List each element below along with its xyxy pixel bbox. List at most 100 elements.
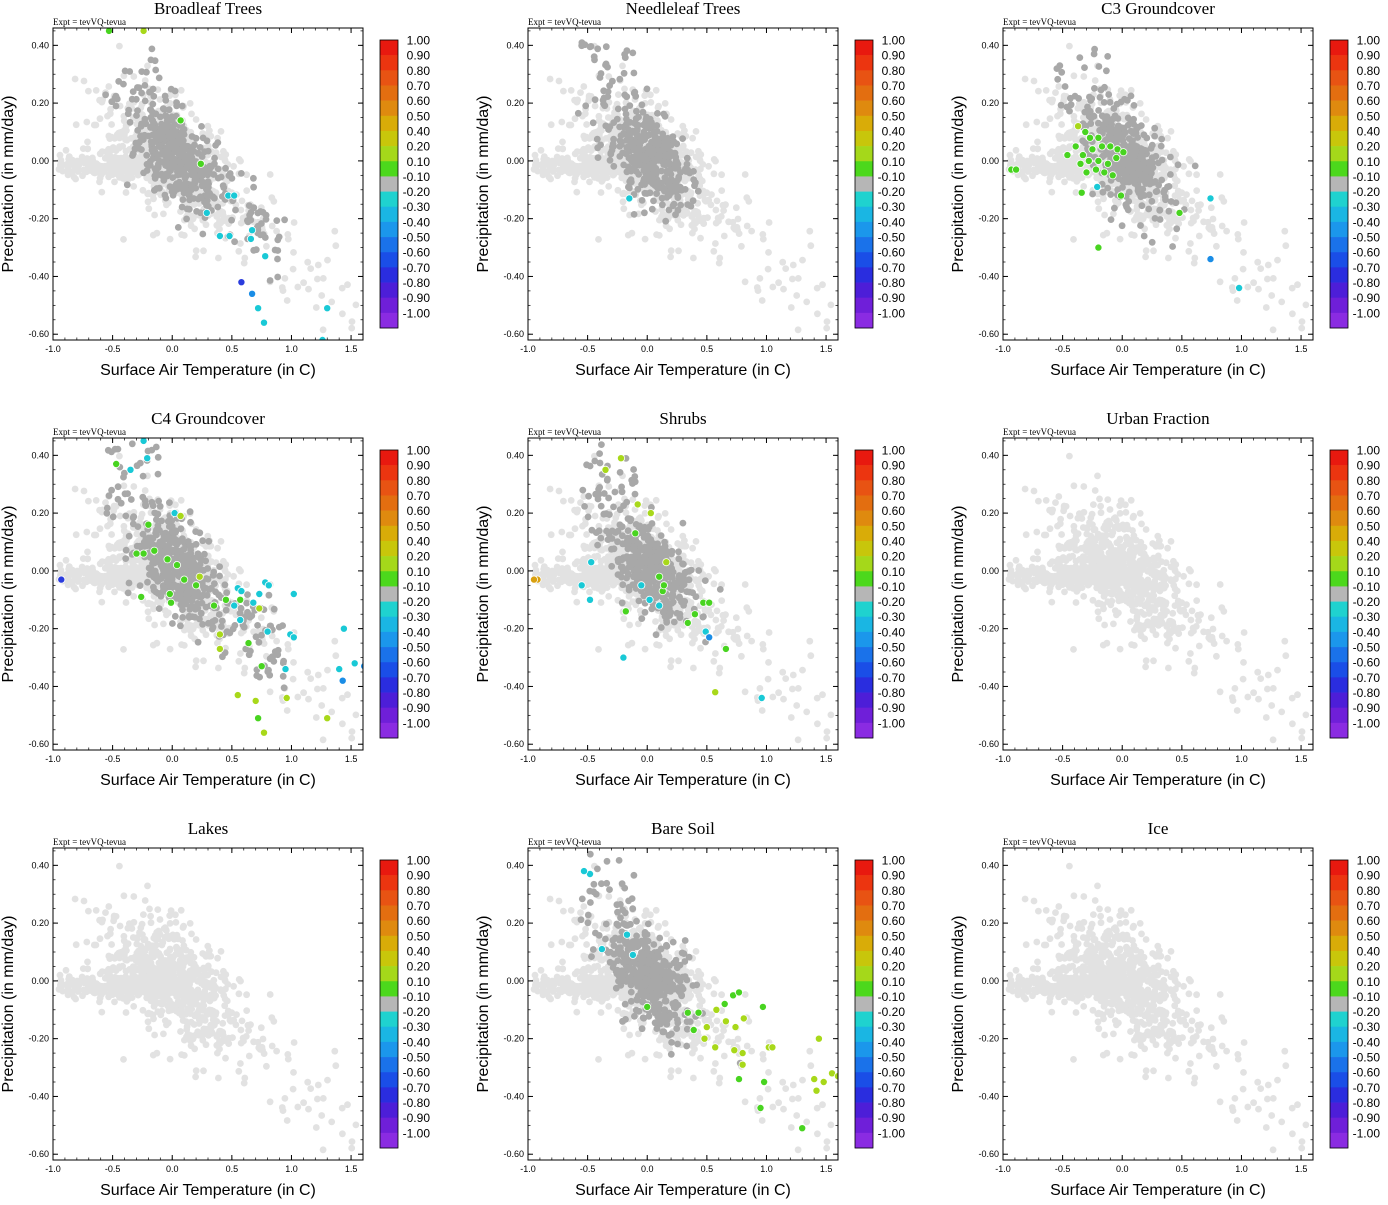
y-axis-label: Precipitation (in mm/day) bbox=[0, 96, 17, 273]
background-point bbox=[1186, 156, 1193, 163]
background-point bbox=[58, 160, 65, 167]
data-point bbox=[226, 232, 233, 239]
neutral-point bbox=[188, 181, 195, 188]
background-point bbox=[1117, 236, 1124, 243]
background-point bbox=[1053, 148, 1060, 155]
colorbar-label: -0.50 bbox=[878, 231, 906, 245]
neutral-point bbox=[178, 140, 185, 147]
background-point bbox=[331, 228, 338, 235]
neutral-point bbox=[165, 170, 172, 177]
neutral-point bbox=[155, 165, 162, 172]
colorbar-label: -0.20 bbox=[878, 185, 906, 199]
neutral-point bbox=[260, 231, 267, 238]
neutral-point bbox=[1086, 94, 1093, 101]
background-point bbox=[586, 95, 593, 102]
background-point bbox=[328, 299, 335, 306]
background-point bbox=[1049, 163, 1056, 170]
background-point bbox=[735, 216, 742, 223]
background-point bbox=[1052, 89, 1059, 96]
colorbar-swatch bbox=[380, 161, 398, 176]
data-point bbox=[1092, 166, 1099, 173]
colorbar-swatch bbox=[855, 55, 873, 70]
colorbar-swatch bbox=[380, 146, 398, 161]
background-point bbox=[656, 232, 663, 239]
colorbar-swatch bbox=[1330, 131, 1348, 146]
background-point bbox=[290, 249, 297, 256]
neutral-point bbox=[597, 74, 604, 81]
background-point bbox=[65, 156, 72, 163]
background-point bbox=[571, 97, 578, 104]
background-point bbox=[755, 287, 762, 294]
background-point bbox=[1188, 207, 1195, 214]
colorbar-label: 0.70 bbox=[882, 79, 906, 93]
points-layer bbox=[56, 437, 368, 743]
colorbar-label: -0.60 bbox=[1353, 246, 1381, 260]
neutral-point bbox=[631, 211, 638, 218]
x-tick-label: 1.0 bbox=[285, 344, 298, 354]
neutral-point bbox=[643, 116, 650, 123]
background-point bbox=[1218, 194, 1225, 201]
neutral-point bbox=[592, 96, 599, 103]
panel-title: Broadleaf Trees bbox=[154, 0, 262, 18]
colorbar-label: -0.60 bbox=[878, 246, 906, 260]
neutral-point bbox=[1168, 198, 1175, 205]
y-axis-label: Precipitation (in mm/day) bbox=[950, 96, 967, 273]
neutral-point bbox=[623, 93, 630, 100]
background-point bbox=[1217, 278, 1224, 285]
data-point bbox=[1094, 183, 1101, 190]
y-tick-label: -0.20 bbox=[28, 214, 49, 224]
data-point bbox=[197, 160, 204, 167]
background-point bbox=[1213, 243, 1220, 250]
data-point bbox=[1089, 146, 1096, 153]
background-point bbox=[241, 665, 248, 672]
colorbar-label: 0.60 bbox=[407, 94, 431, 108]
colorbar-swatch bbox=[380, 101, 398, 116]
neutral-point bbox=[1091, 85, 1098, 92]
neutral-point bbox=[245, 218, 252, 225]
neutral-point bbox=[1108, 216, 1115, 223]
colorbar-swatch bbox=[1330, 252, 1348, 267]
background-point bbox=[1172, 235, 1179, 242]
background-point bbox=[690, 255, 697, 262]
neutral-point bbox=[629, 144, 636, 151]
background-point bbox=[577, 89, 584, 96]
neutral-point bbox=[631, 166, 638, 173]
neutral-point bbox=[653, 168, 660, 175]
neutral-point bbox=[1115, 136, 1122, 143]
neutral-point bbox=[1105, 91, 1112, 98]
neutral-point bbox=[1156, 207, 1163, 214]
background-point bbox=[1071, 72, 1078, 79]
background-point bbox=[193, 116, 200, 123]
background-point bbox=[689, 135, 696, 142]
colorbar-swatch bbox=[1330, 161, 1348, 176]
data-point bbox=[1207, 195, 1214, 202]
neutral-point bbox=[632, 93, 639, 100]
background-point bbox=[314, 276, 321, 283]
neutral-point bbox=[211, 155, 218, 162]
background-point bbox=[83, 119, 90, 126]
neutral-point bbox=[1149, 239, 1156, 246]
experiment-label: Expt = tevVQ-tevua bbox=[53, 427, 126, 437]
y-tick-label: 0.00 bbox=[31, 156, 49, 166]
background-point bbox=[533, 160, 540, 167]
neutral-point bbox=[582, 102, 589, 109]
neutral-point bbox=[220, 184, 227, 191]
neutral-point bbox=[659, 201, 666, 208]
background-point bbox=[1193, 187, 1200, 194]
background-point bbox=[332, 652, 339, 659]
neutral-point bbox=[214, 139, 221, 146]
background-point bbox=[290, 676, 297, 683]
neutral-point bbox=[1161, 187, 1168, 194]
neutral-point bbox=[1101, 99, 1108, 106]
neutral-point bbox=[157, 136, 164, 143]
neutral-point bbox=[127, 119, 134, 126]
background-point bbox=[1029, 154, 1036, 161]
neutral-point bbox=[649, 122, 656, 129]
neutral-point bbox=[605, 126, 612, 133]
background-point bbox=[73, 531, 80, 538]
colorbar-swatch bbox=[380, 176, 398, 191]
neutral-point bbox=[595, 154, 602, 161]
background-point bbox=[1257, 265, 1264, 272]
neutral-point bbox=[1091, 113, 1098, 120]
